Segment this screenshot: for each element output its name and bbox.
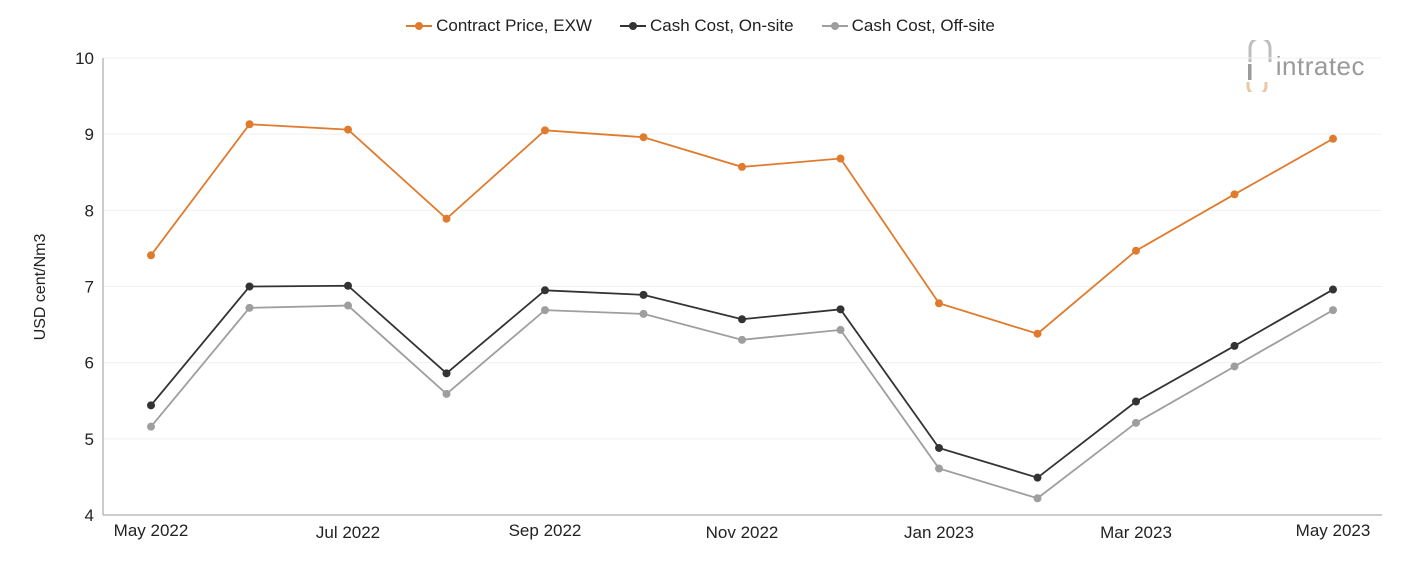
x-tick-label: Sep 2022 bbox=[509, 521, 582, 540]
grid-lines bbox=[103, 57, 1382, 440]
legend-item-cash-cost-on-site[interactable]: Cash Cost, On-site bbox=[619, 16, 794, 36]
data-point[interactable] bbox=[1132, 418, 1140, 427]
y-tick-label: 9 bbox=[85, 125, 94, 144]
data-point[interactable] bbox=[1033, 329, 1042, 338]
legend-swatch-cash-cost-off-site-icon bbox=[821, 22, 848, 30]
data-point[interactable] bbox=[935, 464, 943, 473]
legend-item-contract-price[interactable]: Contract Price, EXW bbox=[406, 16, 592, 36]
data-point[interactable] bbox=[1132, 397, 1140, 406]
x-tick-label: May 2022 bbox=[114, 521, 189, 540]
legend-label-contract-price: Contract Price, EXW bbox=[436, 16, 592, 35]
x-tick-label: May 2023 bbox=[1296, 521, 1371, 540]
data-point[interactable] bbox=[1230, 362, 1239, 371]
legend-label-cash-cost-on-site: Cash Cost, On-site bbox=[649, 16, 794, 35]
data-point[interactable] bbox=[738, 162, 746, 171]
data-point[interactable] bbox=[1329, 134, 1337, 143]
legend-item-cash-cost-off-site[interactable]: Cash Cost, Off-site bbox=[821, 16, 995, 36]
intratec-logo: intratec bbox=[1244, 40, 1365, 92]
data-point[interactable] bbox=[1230, 341, 1239, 350]
data-point[interactable] bbox=[245, 120, 254, 129]
data-point[interactable] bbox=[541, 286, 549, 295]
data-point[interactable] bbox=[836, 305, 845, 314]
tick-labels: 4 5 6 7 8 9 10 May 2022 Jul 2022 Sep 2022 Nov 2022… bbox=[75, 49, 1370, 542]
data-point[interactable] bbox=[147, 251, 155, 260]
logo-text: intratec bbox=[1275, 50, 1365, 81]
y-tick-label: 4 bbox=[85, 506, 94, 525]
x-tick-label: Nov 2022 bbox=[706, 523, 779, 542]
data-point[interactable] bbox=[1230, 190, 1239, 199]
data-point[interactable] bbox=[541, 306, 549, 315]
series-line-2 bbox=[150, 304, 1334, 500]
legend-swatch-cash-cost-on-site-icon bbox=[619, 22, 646, 30]
data-point[interactable] bbox=[344, 281, 352, 290]
data-point[interactable] bbox=[245, 303, 254, 312]
y-tick-label: 10 bbox=[75, 49, 94, 68]
data-point[interactable] bbox=[738, 335, 746, 344]
data-point[interactable] bbox=[147, 401, 155, 410]
data-point[interactable] bbox=[1329, 285, 1337, 294]
intratec-logo-mark-icon bbox=[1246, 40, 1272, 92]
data-point[interactable] bbox=[147, 422, 155, 431]
data-point[interactable] bbox=[442, 214, 451, 223]
y-tick-label: 6 bbox=[85, 354, 94, 373]
y-tick-label: 8 bbox=[85, 201, 94, 220]
data-point[interactable] bbox=[1033, 473, 1042, 482]
y-tick-label: 7 bbox=[85, 278, 94, 297]
chart-legend: Contract Price, EXW Cash Cost, On-site C… bbox=[0, 16, 1401, 36]
data-point[interactable] bbox=[442, 389, 451, 398]
data-point[interactable] bbox=[1033, 494, 1042, 503]
data-point[interactable] bbox=[639, 133, 648, 142]
data-point[interactable] bbox=[442, 369, 451, 378]
data-point[interactable] bbox=[344, 125, 352, 134]
y-tick-label: 5 bbox=[85, 430, 94, 449]
data-point[interactable] bbox=[639, 290, 648, 299]
axes bbox=[102, 58, 1382, 516]
data-point[interactable] bbox=[836, 154, 845, 163]
x-tick-label: Mar 2023 bbox=[1100, 523, 1172, 542]
data-point[interactable] bbox=[1329, 306, 1337, 315]
data-point[interactable] bbox=[245, 282, 254, 291]
legend-label-cash-cost-off-site: Cash Cost, Off-site bbox=[851, 16, 995, 35]
data-point[interactable] bbox=[935, 443, 943, 452]
data-point[interactable] bbox=[344, 301, 352, 310]
series-line-0 bbox=[150, 123, 1334, 335]
legend-swatch-contract-price-icon bbox=[406, 22, 433, 30]
x-tick-label: Jul 2022 bbox=[316, 523, 380, 542]
data-point[interactable] bbox=[738, 315, 746, 324]
x-tick-label: Jan 2023 bbox=[904, 523, 974, 542]
data-point[interactable] bbox=[1132, 246, 1140, 255]
series-lines bbox=[147, 120, 1337, 503]
data-point[interactable] bbox=[541, 126, 549, 135]
data-point[interactable] bbox=[935, 299, 943, 308]
data-point[interactable] bbox=[836, 325, 845, 334]
series-line-1 bbox=[150, 284, 1334, 479]
y-axis-label: USD cent/Nm3 bbox=[32, 234, 49, 341]
data-point[interactable] bbox=[639, 309, 648, 318]
